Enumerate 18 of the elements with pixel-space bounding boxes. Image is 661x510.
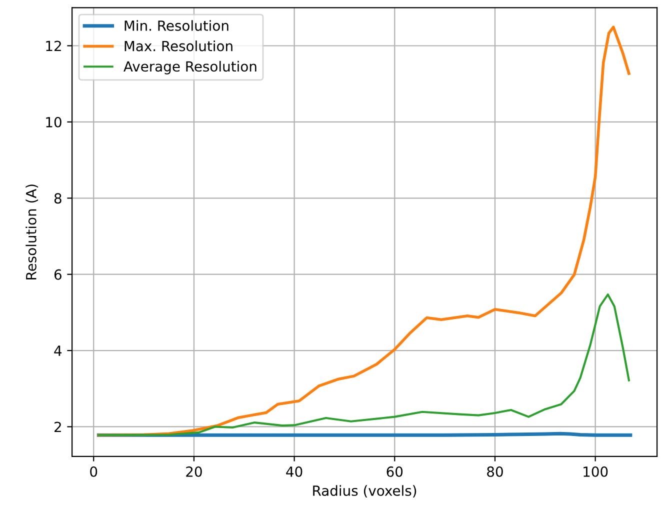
x-tick-label: 60 (386, 466, 403, 477)
y-axis-title: Resolution (A) (26, 184, 38, 280)
y-tick-label: 4 (54, 346, 62, 356)
y-tick-label: 8 (54, 193, 62, 204)
legend-label: Min. Resolution (124, 20, 228, 31)
y-tick-label: 2 (54, 422, 61, 432)
y-tick-label: 6 (54, 269, 62, 280)
x-tick-label: 20 (186, 466, 202, 477)
x-tick-label: 40 (286, 466, 302, 477)
legend-label: Max. Resolution (124, 40, 232, 52)
x-tick-label: 80 (487, 466, 503, 477)
legend-label: Average Resolution (124, 60, 256, 74)
y-tick-label: 12 (46, 40, 61, 52)
x-tick-label: 0 (90, 466, 98, 477)
x-tick-label: 100 (584, 466, 608, 477)
line-series (98, 293, 630, 436)
x-axis-title: Radius (voxels) (313, 485, 416, 498)
y-tick-label: 10 (46, 116, 62, 128)
